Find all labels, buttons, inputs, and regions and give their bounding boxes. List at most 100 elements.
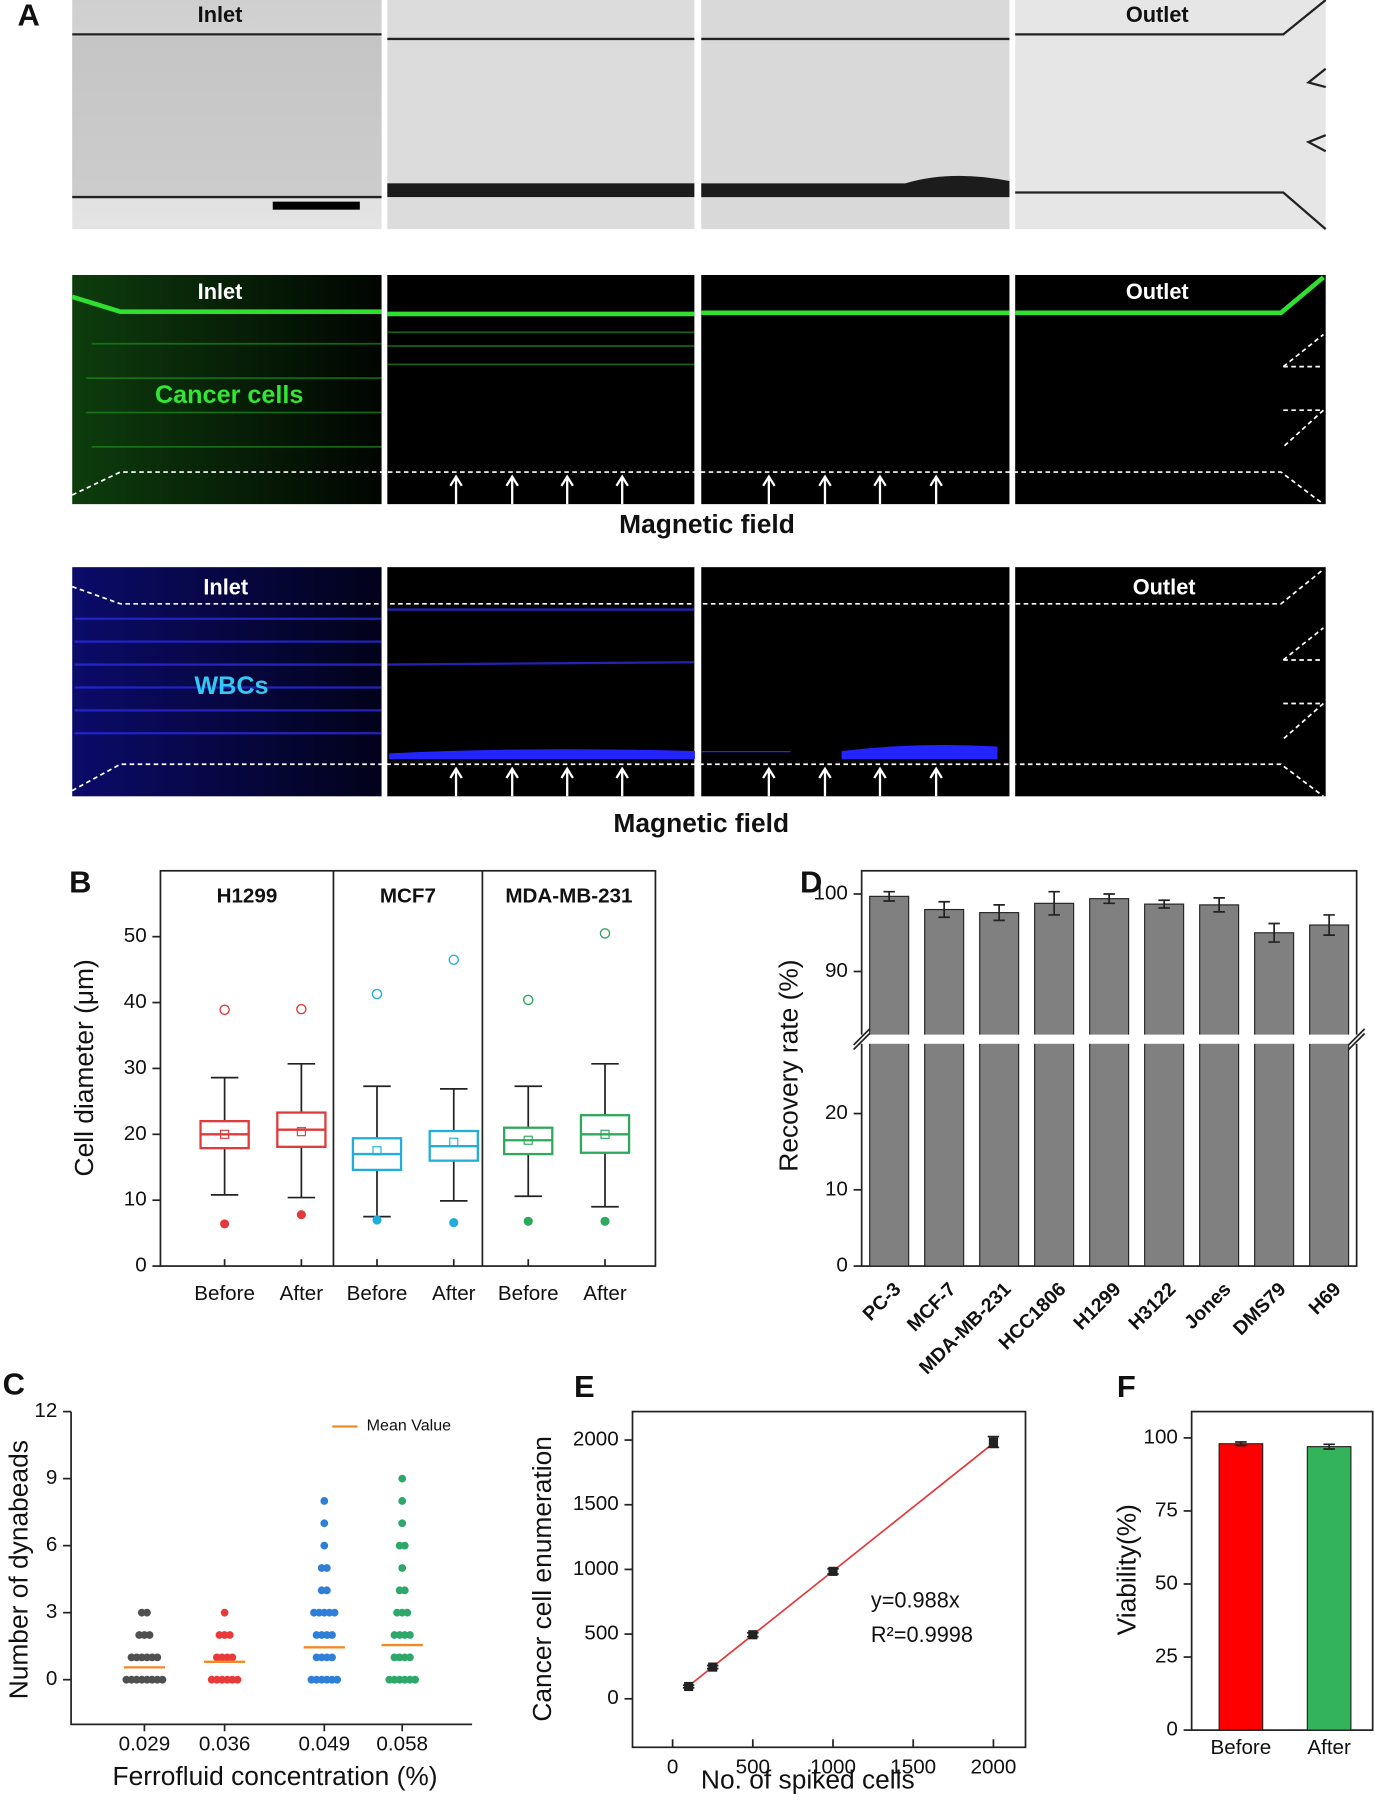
panel-label: E	[574, 1369, 595, 1404]
y-tick-label: 0	[607, 1686, 618, 1709]
bar	[1254, 932, 1295, 1267]
captured-band	[701, 175, 1010, 198]
y-tick-label: 0	[836, 1254, 847, 1277]
x-tick-label: 0.058	[376, 1732, 428, 1755]
y-tick-label: 0	[46, 1667, 57, 1690]
image	[1015, 0, 1326, 230]
channel-wall	[72, 0, 1327, 231]
point	[233, 1675, 242, 1684]
y-tick-label: 50	[1155, 1571, 1178, 1594]
extreme-low	[523, 1216, 533, 1226]
x-tick-label: 500	[736, 1755, 770, 1778]
x-tick-label: 1000	[810, 1755, 856, 1778]
field-arrow-head	[449, 766, 943, 779]
point	[398, 1564, 407, 1572]
y-tick-label: 1000	[573, 1557, 619, 1580]
outlet-edge	[1305, 67, 1327, 153]
scale-bar	[272, 201, 360, 210]
point	[400, 1586, 409, 1595]
point	[322, 1586, 331, 1595]
x-tick-label: 0.036	[199, 1732, 251, 1755]
image	[1015, 274, 1326, 505]
stain-label: Cancer cells	[155, 381, 303, 409]
bar	[1034, 902, 1075, 1267]
cell-streak	[85, 331, 695, 448]
field-arrow	[454, 771, 938, 797]
x-tick-label: Jones	[1180, 1278, 1235, 1333]
error-bar	[1268, 922, 1280, 943]
group-title: MDA-MB-231	[505, 885, 632, 908]
whisker	[440, 1160, 468, 1202]
mean	[296, 1127, 306, 1137]
point	[328, 1631, 336, 1639]
point	[158, 1675, 167, 1684]
x-tick-label: 0.049	[299, 1732, 351, 1755]
point	[220, 1608, 229, 1617]
fluorescence-blue-row: Inlet Outlet WBCs Magnetic field	[71, 567, 1326, 838]
point	[398, 1519, 407, 1528]
caption: Magnetic field	[613, 808, 789, 838]
field-arrow	[454, 478, 938, 505]
whisker	[363, 1169, 391, 1218]
panel-label: D	[800, 865, 822, 900]
x-tick-label: DMS79	[1229, 1278, 1291, 1340]
y-tick-label: 9	[46, 1466, 57, 1489]
whisker	[287, 1146, 316, 1199]
point	[333, 1675, 342, 1684]
x-tick-label: 1500	[890, 1755, 936, 1778]
y-tick-label: 100	[1143, 1425, 1177, 1448]
x-tick-label: PC-3	[859, 1278, 906, 1325]
x-axis-label: No. of spiked cells	[701, 1765, 915, 1795]
captured-band	[389, 744, 998, 760]
bar	[979, 912, 1020, 1267]
break-mark	[853, 1028, 1366, 1051]
image	[701, 274, 1010, 505]
point	[330, 1608, 339, 1617]
plot-frame	[1190, 1410, 1374, 1731]
y-tick-label: 75	[1155, 1498, 1178, 1521]
group-title: MCF7	[380, 885, 436, 908]
x-tick-label: H1299	[1069, 1278, 1125, 1334]
point	[988, 1437, 999, 1447]
point	[328, 1653, 336, 1662]
separator	[382, 0, 1015, 797]
whisker	[440, 1087, 468, 1132]
mean	[449, 1137, 459, 1147]
bar	[1089, 898, 1130, 1267]
x-tick-label: 0.029	[119, 1732, 171, 1755]
image	[387, 274, 695, 505]
x-tick-label: H3122	[1124, 1278, 1180, 1334]
channel-glow	[71, 275, 1325, 317]
x-tick-label: H69	[1305, 1278, 1346, 1319]
image-label: Outlet	[1126, 279, 1189, 304]
outlier	[448, 954, 460, 965]
y-axis-label: Cell diameter (μm)	[69, 959, 99, 1176]
x-axis-label: Ferrofluid concentration (%)	[113, 1761, 438, 1791]
x-tick-label: 2000	[970, 1755, 1016, 1778]
y-tick-label: 0	[1166, 1718, 1177, 1741]
fluorescence-green-row: Inlet Outlet Cancer cells Magnetic field	[71, 274, 1326, 539]
point	[320, 1541, 329, 1550]
whisker	[514, 1154, 542, 1198]
error-bar	[938, 900, 950, 919]
panel-label: B	[69, 865, 91, 900]
panel-label: A	[18, 0, 40, 32]
y-tick-label: 30	[124, 1056, 147, 1079]
bar	[1144, 903, 1185, 1267]
axes	[70, 1411, 473, 1726]
extreme-low	[449, 1218, 459, 1228]
image-label: Inlet	[203, 575, 248, 600]
outlier	[371, 988, 383, 1000]
point	[228, 1653, 237, 1662]
whisker	[363, 1085, 391, 1139]
y-axis-label: Viability(%)	[1112, 1504, 1142, 1635]
plot-frame	[159, 869, 657, 1267]
y-tick-label: 90	[825, 959, 848, 982]
point	[143, 1608, 151, 1617]
mean	[220, 1129, 230, 1139]
mean	[523, 1135, 533, 1145]
error-bar	[1323, 1443, 1335, 1450]
whisker	[591, 1062, 619, 1116]
extreme-low	[600, 1216, 610, 1226]
